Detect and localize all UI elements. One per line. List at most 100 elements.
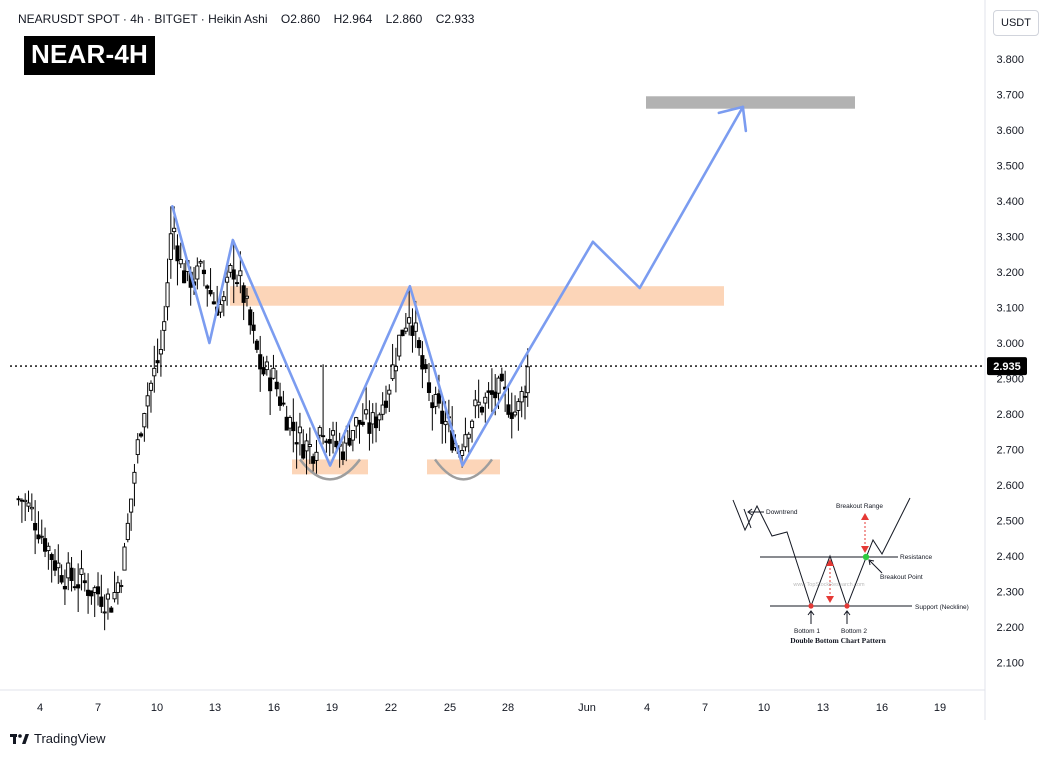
- price-tick-label: 2.200: [996, 622, 1024, 634]
- candle-body: [82, 580, 87, 584]
- legend-bottom2-arrow: [843, 610, 851, 624]
- candle-body: [33, 522, 38, 531]
- candle-body: [69, 567, 74, 582]
- candle-body: [516, 401, 521, 411]
- candle-body: [407, 317, 412, 324]
- candle-body: [234, 282, 240, 285]
- projection-arrowhead: [717, 105, 748, 133]
- candle-body: [430, 402, 435, 409]
- legend-support-label: Support (Neckline): [915, 604, 969, 611]
- current-price-label: 2.935: [993, 361, 1021, 373]
- time-tick-label: 10: [151, 702, 163, 714]
- time-tick-label: 19: [934, 702, 946, 714]
- target-zone: [646, 96, 855, 109]
- legend-breakout-point-label: Breakout Point: [880, 574, 923, 581]
- candle-body: [86, 589, 91, 596]
- tradingview-footer[interactable]: TradingView: [10, 731, 106, 746]
- candle-body: [294, 442, 299, 445]
- price-axis[interactable]: 3.800 3.700 3.600 3.500 3.400 3.300 3.200 3.100…: [987, 54, 1027, 670]
- legend-title: Double Bottom Chart Pattern: [790, 636, 886, 645]
- ohlc-high: H2.964: [333, 12, 373, 26]
- legend-bottom1-arrow: [807, 610, 815, 624]
- candle-body: [278, 396, 283, 406]
- price-tick-label: 3.500: [996, 161, 1024, 173]
- time-tick-label: 25: [444, 702, 456, 714]
- time-tick-label: 4: [37, 702, 43, 714]
- candle-body: [122, 546, 127, 571]
- candle-body: [473, 399, 478, 407]
- candle-body: [469, 420, 475, 429]
- time-tick-label: 4: [644, 702, 650, 714]
- candle-body: [483, 396, 488, 404]
- zones-layer: [230, 96, 855, 481]
- candle-body: [397, 334, 402, 357]
- candle-body: [304, 440, 309, 452]
- legend-zigzag-inner: [743, 508, 752, 529]
- legend-bottom1-label: Bottom 1: [794, 628, 820, 635]
- candles-layer: [10, 206, 985, 631]
- candle-body: [49, 554, 54, 561]
- candle-body: [152, 367, 157, 377]
- candle-body: [218, 304, 223, 313]
- candle-body: [258, 354, 263, 370]
- candle-body: [76, 584, 81, 589]
- candle-body: [251, 324, 256, 331]
- candle-body: [433, 394, 438, 407]
- candle-body: [357, 419, 362, 425]
- candle-body: [125, 522, 130, 541]
- projection-layer: [171, 105, 748, 467]
- price-tick-label: 2.700: [996, 445, 1024, 457]
- candle-body: [287, 417, 293, 429]
- tradingview-brand: TradingView: [34, 731, 106, 746]
- candle-body: [476, 401, 481, 406]
- candle-body: [198, 261, 203, 264]
- candle-body: [327, 439, 332, 444]
- candle-body: [182, 270, 187, 284]
- time-axis[interactable]: 4 7 10 13 16 19 22 25 28 Jun 4 7 10 13 16 19: [37, 702, 946, 714]
- candle-body: [261, 367, 266, 375]
- candle-body: [506, 404, 511, 415]
- candle-body: [112, 592, 117, 600]
- candle-body: [410, 325, 415, 336]
- candle-body: [175, 245, 180, 262]
- candle-body: [400, 329, 405, 337]
- symbol-name[interactable]: NEARUSDT SPOT: [18, 12, 120, 26]
- price-tick-label: 2.600: [996, 480, 1024, 492]
- currency-button[interactable]: USDT: [993, 10, 1039, 36]
- legend-breakout-arrow-down: [861, 546, 869, 553]
- candle-body: [496, 377, 501, 394]
- candle-body: [254, 340, 259, 350]
- candle-body: [231, 269, 236, 280]
- candle-body: [16, 498, 21, 501]
- candle-body: [39, 535, 44, 538]
- candle-body: [403, 327, 408, 332]
- price-tick-label: 2.100: [996, 658, 1024, 670]
- candle-body: [19, 499, 24, 502]
- candle-body: [59, 575, 64, 583]
- candle-body: [460, 450, 465, 456]
- ohlc-low: L2.860: [385, 12, 423, 26]
- exchange-label: BITGET: [154, 12, 198, 26]
- interval-label[interactable]: 4h: [130, 12, 144, 26]
- time-tick-label: 19: [326, 702, 338, 714]
- candle-body: [367, 422, 372, 434]
- legend-resistance-label: Resistance: [900, 554, 933, 561]
- legend-bottom1-dot: [808, 603, 814, 609]
- candle-body: [46, 545, 51, 552]
- legend-breakout-point-arrow: [868, 559, 883, 574]
- candle-body: [377, 414, 382, 421]
- candle-body: [119, 585, 124, 587]
- candle-body: [148, 382, 154, 391]
- candle-body: [380, 404, 385, 415]
- candle-body: [178, 259, 183, 265]
- candle-body: [314, 451, 319, 461]
- candle-body: [26, 502, 31, 507]
- candle-body: [221, 296, 226, 302]
- price-tick-label: 2.500: [996, 516, 1024, 528]
- candle-body: [479, 406, 485, 413]
- chart-title-badge: NEAR-4H: [24, 36, 155, 75]
- candle-body: [165, 282, 170, 308]
- price-tick-label: 2.300: [996, 587, 1024, 599]
- candle-body: [370, 412, 375, 425]
